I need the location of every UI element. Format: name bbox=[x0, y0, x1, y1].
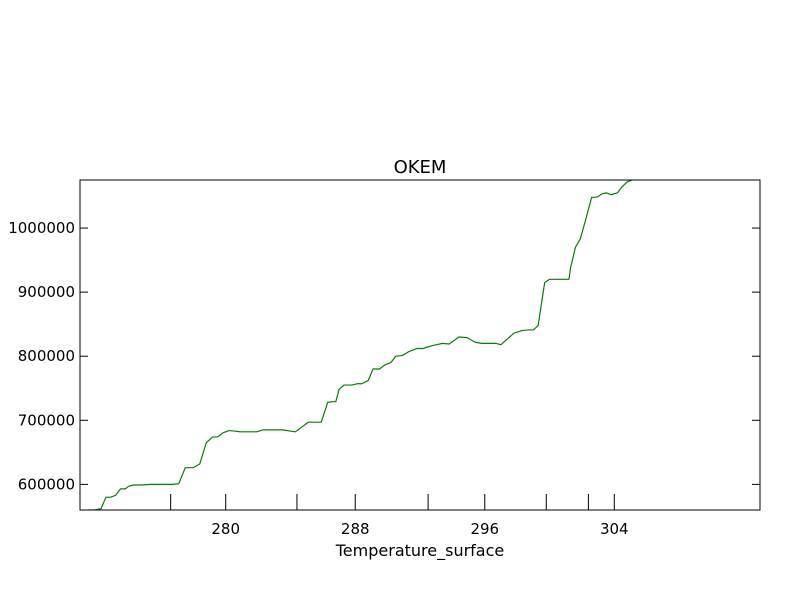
x-tick-label: 280 bbox=[211, 520, 240, 538]
x-tick-label: 288 bbox=[341, 520, 370, 538]
series-line-0 bbox=[88, 180, 633, 510]
chart-title: OKEM bbox=[394, 157, 447, 178]
x-tick-label: 304 bbox=[600, 520, 629, 538]
series-layer bbox=[88, 180, 633, 510]
y-tick-label: 700000 bbox=[18, 411, 75, 429]
x-axis-label: Temperature_surface bbox=[335, 541, 504, 561]
y-tick-label: 900000 bbox=[18, 283, 75, 301]
y-tick-label: 1000000 bbox=[8, 219, 75, 237]
tick-layer: 280 288 296 304 600000 700000 800000 900000 1000… bbox=[8, 219, 760, 538]
y-tick-label: 600000 bbox=[18, 475, 75, 493]
y-tick-label: 800000 bbox=[18, 347, 75, 365]
x-tick-label: 296 bbox=[470, 520, 499, 538]
plot-frame bbox=[79, 179, 761, 511]
